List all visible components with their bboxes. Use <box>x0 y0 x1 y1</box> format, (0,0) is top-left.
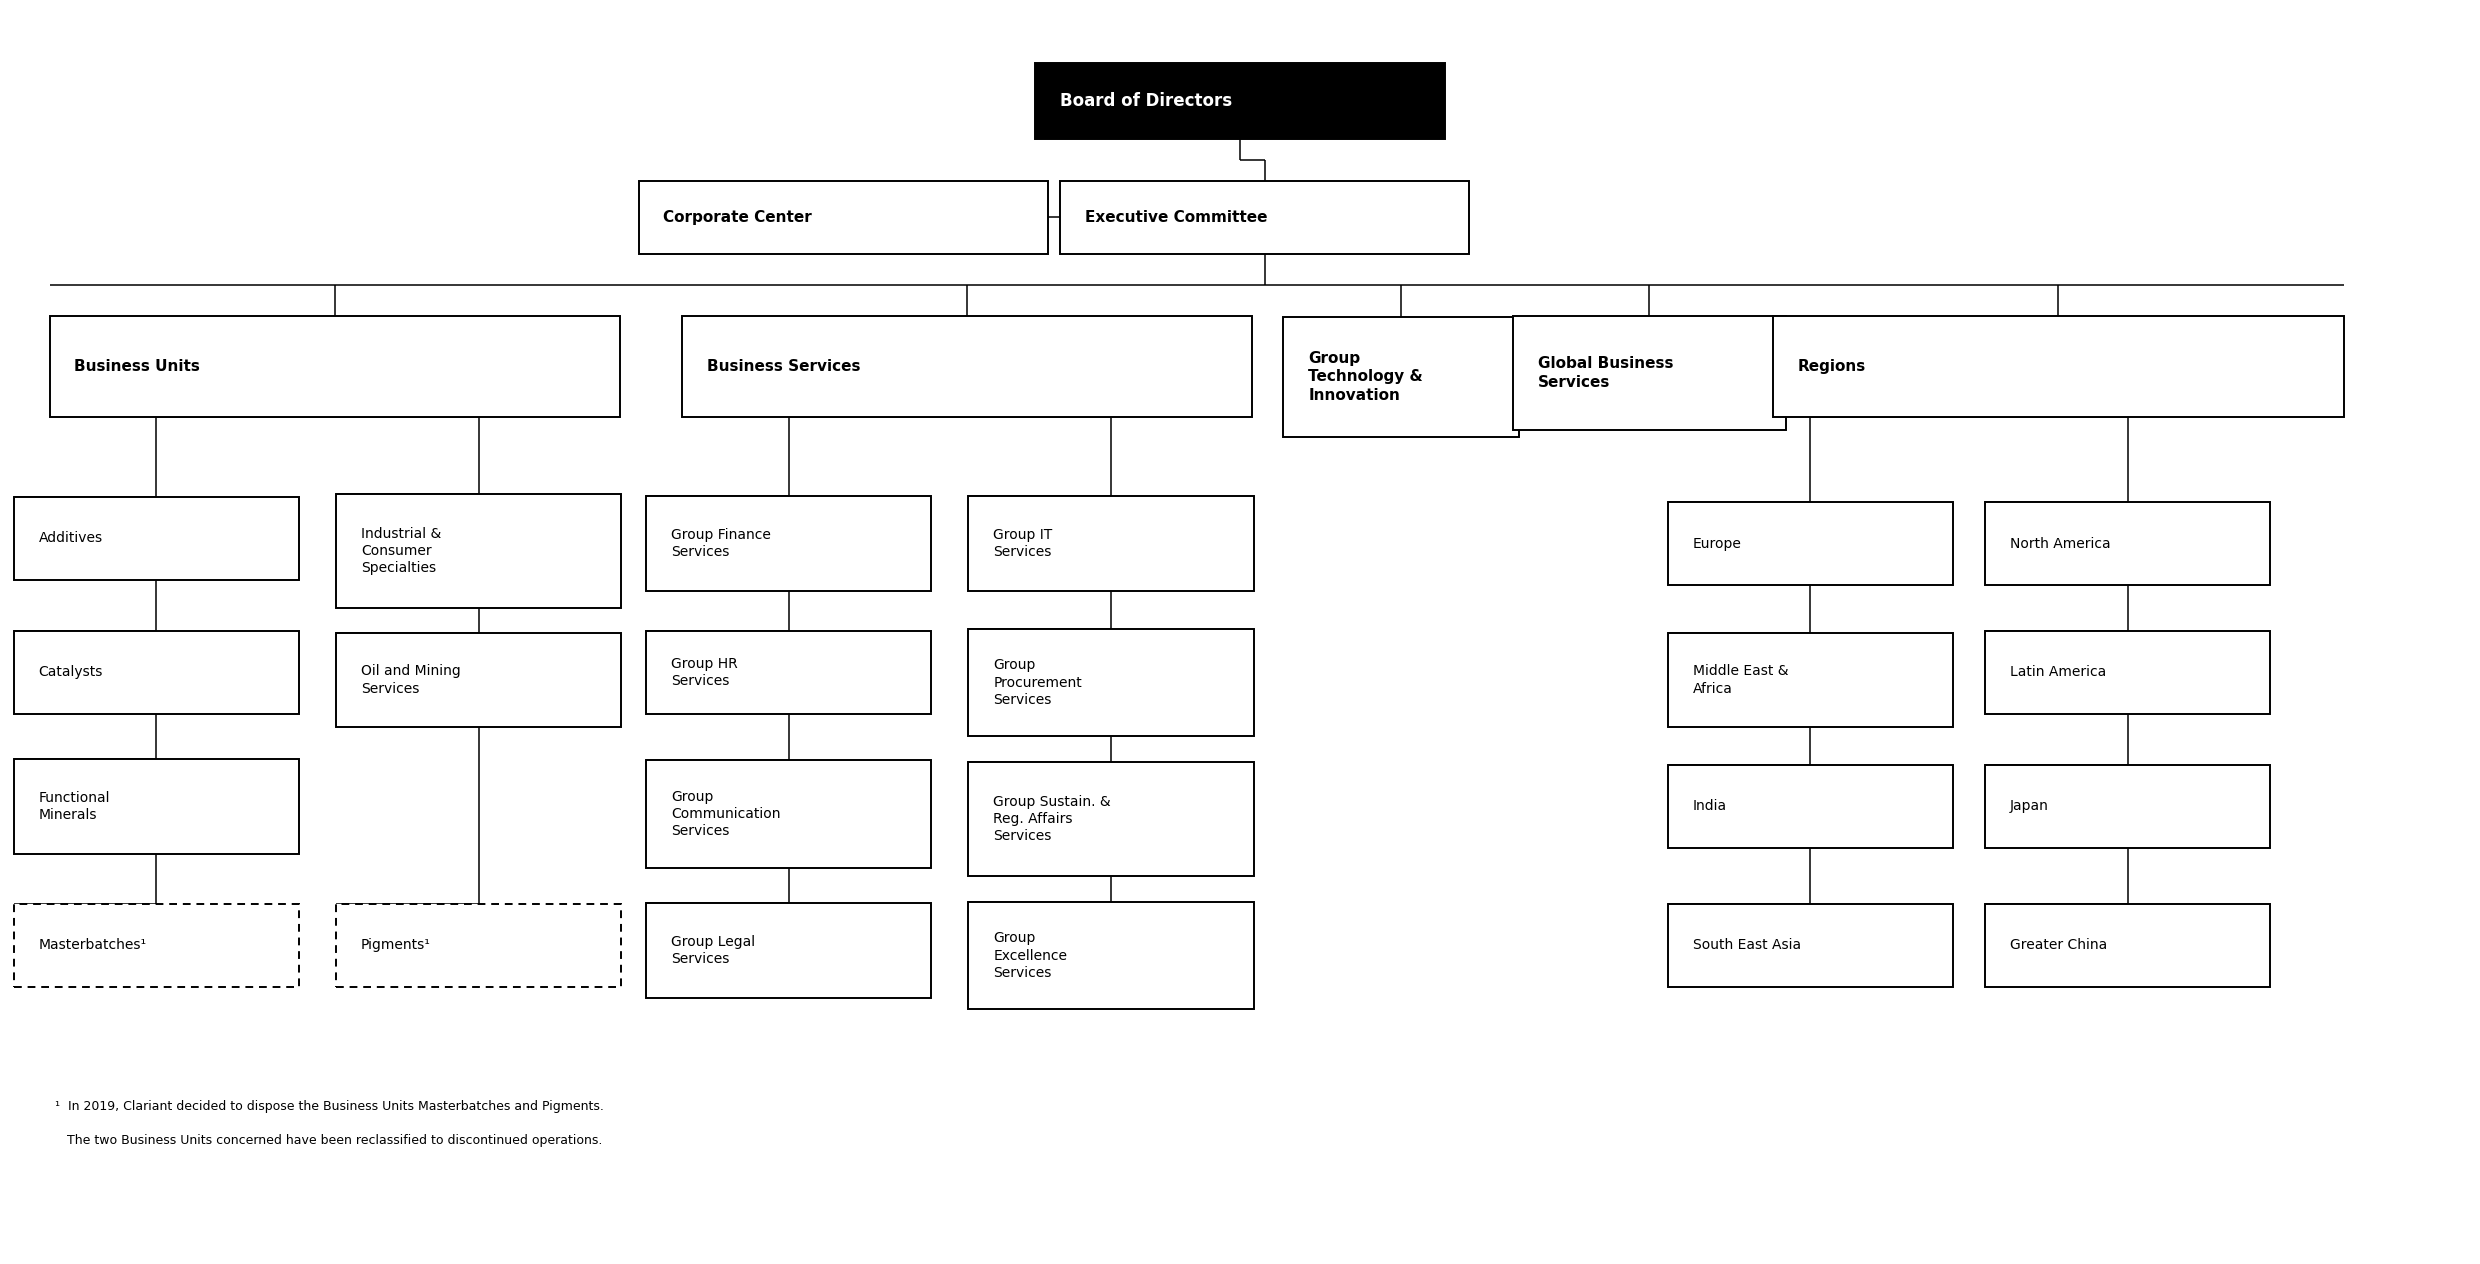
Text: Masterbatches¹: Masterbatches¹ <box>40 938 146 953</box>
FancyBboxPatch shape <box>1667 765 1954 847</box>
Text: Group Legal
Services: Group Legal Services <box>670 935 754 966</box>
FancyBboxPatch shape <box>12 632 298 713</box>
Text: Pigments¹: Pigments¹ <box>362 938 432 953</box>
Text: Oil and Mining
Services: Oil and Mining Services <box>362 665 461 695</box>
FancyBboxPatch shape <box>1984 502 2272 584</box>
Text: Business Units: Business Units <box>74 359 201 374</box>
Text: Greater China: Greater China <box>2009 938 2108 953</box>
Text: Global Business
Services: Global Business Services <box>1538 356 1674 389</box>
FancyBboxPatch shape <box>337 632 620 727</box>
Text: Group
Procurement
Services: Group Procurement Services <box>992 659 1081 707</box>
Text: Group Finance
Services: Group Finance Services <box>670 528 771 559</box>
FancyBboxPatch shape <box>1034 63 1443 139</box>
FancyBboxPatch shape <box>967 628 1255 736</box>
FancyBboxPatch shape <box>682 316 1252 417</box>
FancyBboxPatch shape <box>645 497 932 592</box>
Text: Business Services: Business Services <box>707 359 861 374</box>
FancyBboxPatch shape <box>12 758 298 854</box>
Text: Group IT
Services: Group IT Services <box>992 528 1052 559</box>
Text: Japan: Japan <box>2009 799 2048 814</box>
FancyBboxPatch shape <box>1773 316 2344 417</box>
Text: Latin America: Latin America <box>2009 665 2106 680</box>
FancyBboxPatch shape <box>12 497 298 579</box>
FancyBboxPatch shape <box>640 181 1047 254</box>
Text: Group
Technology &
Innovation: Group Technology & Innovation <box>1309 350 1424 403</box>
FancyBboxPatch shape <box>645 632 932 713</box>
Text: Functional
Minerals: Functional Minerals <box>40 791 109 822</box>
Text: The two Business Units concerned have been reclassified to discontinued operatio: The two Business Units concerned have be… <box>55 1134 603 1146</box>
FancyBboxPatch shape <box>1667 632 1954 727</box>
Text: ¹  In 2019, Clariant decided to dispose the Business Units Masterbatches and Pig: ¹ In 2019, Clariant decided to dispose t… <box>55 1100 603 1112</box>
FancyBboxPatch shape <box>50 316 620 417</box>
Text: South East Asia: South East Asia <box>1691 938 1800 953</box>
FancyBboxPatch shape <box>1667 502 1954 584</box>
FancyBboxPatch shape <box>967 902 1255 1009</box>
FancyBboxPatch shape <box>337 905 620 986</box>
Text: Catalysts: Catalysts <box>40 665 102 680</box>
Text: Group HR
Services: Group HR Services <box>670 657 737 688</box>
FancyBboxPatch shape <box>1061 181 1468 254</box>
FancyBboxPatch shape <box>1984 765 2272 847</box>
Text: Group
Communication
Services: Group Communication Services <box>670 790 781 838</box>
FancyBboxPatch shape <box>1984 905 2272 986</box>
FancyBboxPatch shape <box>1667 905 1954 986</box>
FancyBboxPatch shape <box>645 760 932 867</box>
FancyBboxPatch shape <box>1984 632 2272 713</box>
FancyBboxPatch shape <box>1285 317 1518 437</box>
Text: Industrial &
Consumer
Specialties: Industrial & Consumer Specialties <box>362 527 441 575</box>
Text: Europe: Europe <box>1691 536 1741 551</box>
Text: Regions: Regions <box>1798 359 1867 374</box>
FancyBboxPatch shape <box>12 905 298 986</box>
Text: Board of Directors: Board of Directors <box>1061 92 1233 110</box>
FancyBboxPatch shape <box>967 497 1255 592</box>
Text: Group Sustain. &
Reg. Affairs
Services: Group Sustain. & Reg. Affairs Services <box>992 795 1111 843</box>
Text: Additives: Additives <box>40 531 102 546</box>
Text: Executive Committee: Executive Committee <box>1086 210 1267 225</box>
Text: North America: North America <box>2009 536 2110 551</box>
FancyBboxPatch shape <box>1513 316 1786 430</box>
FancyBboxPatch shape <box>645 902 932 999</box>
Text: Middle East &
Africa: Middle East & Africa <box>1691 665 1788 695</box>
FancyBboxPatch shape <box>967 762 1255 876</box>
Text: Group
Excellence
Services: Group Excellence Services <box>992 932 1066 980</box>
Text: Corporate Center: Corporate Center <box>665 210 811 225</box>
Text: India: India <box>1691 799 1726 814</box>
FancyBboxPatch shape <box>337 494 620 608</box>
